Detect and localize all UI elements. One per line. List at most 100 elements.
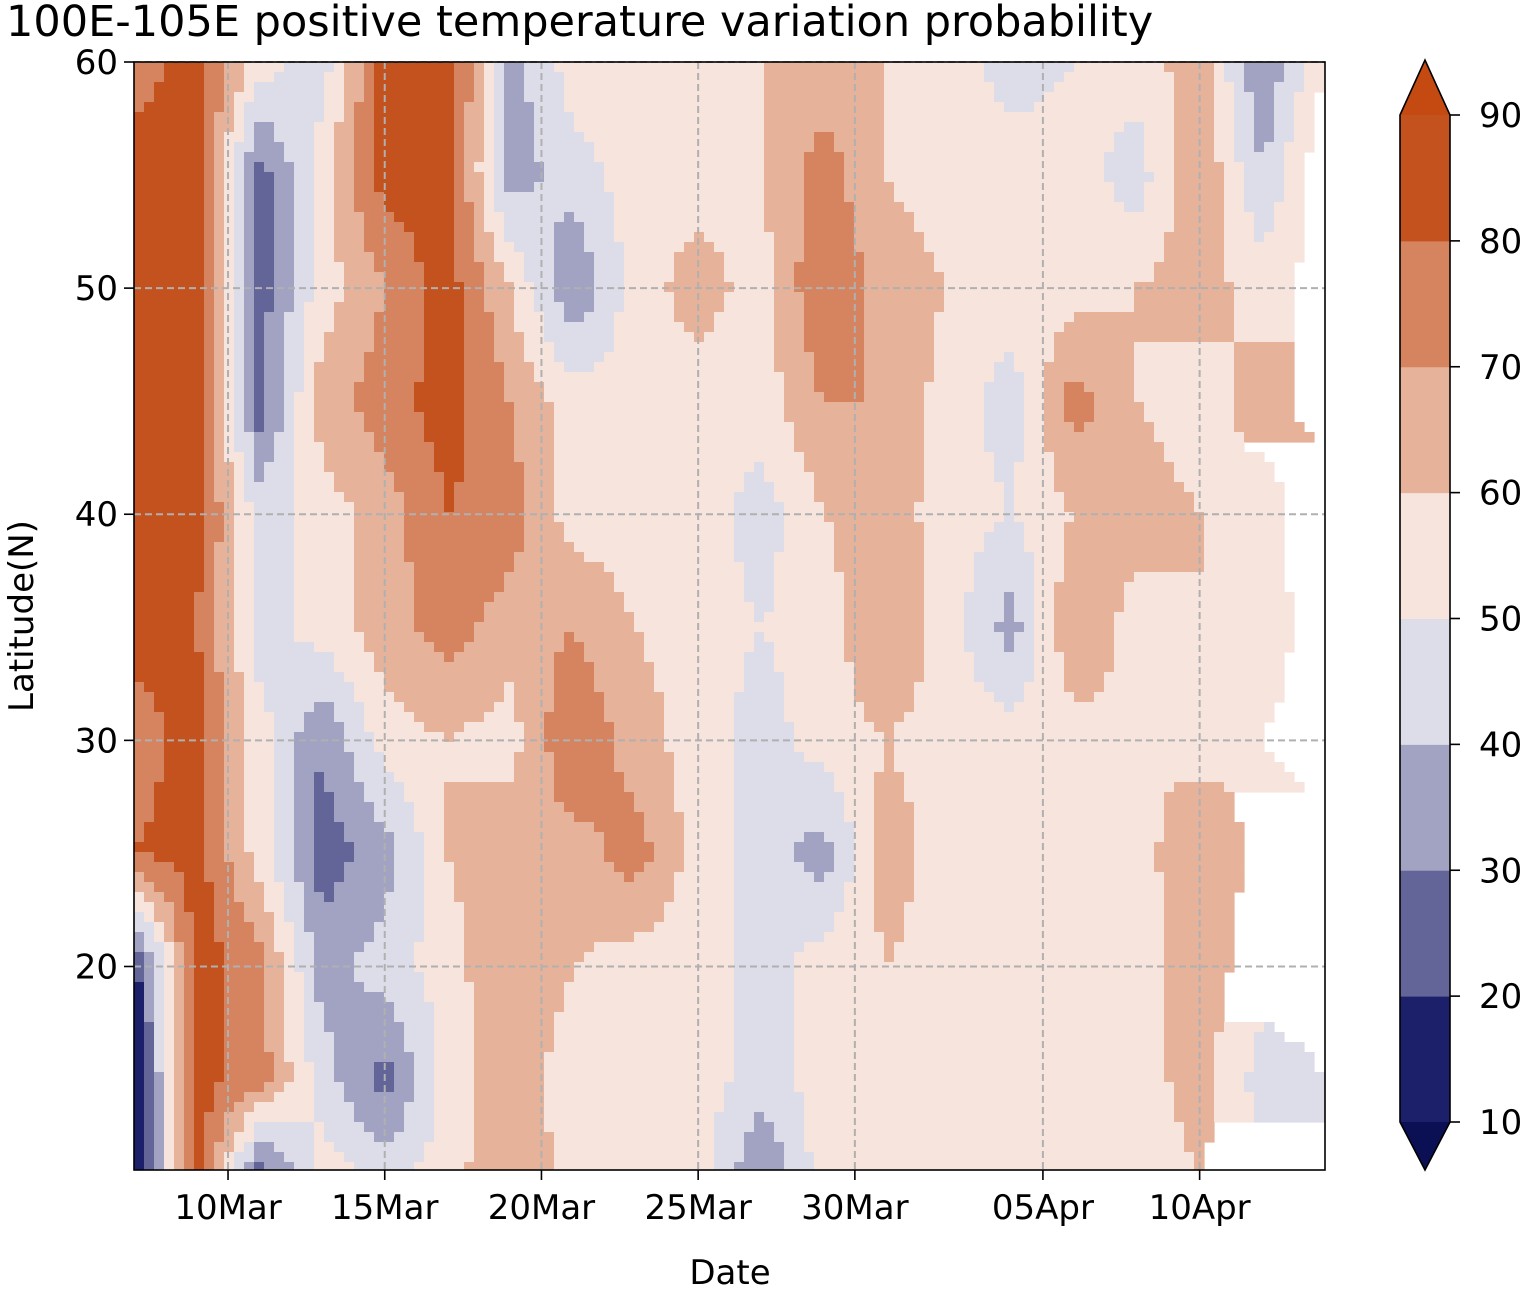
contour-cell (774, 642, 845, 653)
contour-cell (664, 902, 735, 913)
contour-cell (194, 1102, 215, 1113)
contour-cell (554, 62, 765, 73)
contour-cell (1174, 92, 1215, 103)
x-tick-label: 20Mar (488, 1188, 595, 1228)
contour-cell (234, 412, 245, 423)
contour-cell (334, 252, 375, 263)
contour-cell (134, 792, 155, 803)
x-tick-label: 15Mar (331, 1188, 438, 1228)
contour-cell (334, 662, 375, 673)
x-tick-label: 25Mar (644, 1188, 751, 1228)
contour-cell (324, 332, 375, 343)
contour-cell (794, 982, 1165, 993)
contour-cell (1054, 632, 1115, 643)
contour-cell (234, 622, 255, 633)
contour-cell (294, 1062, 315, 1073)
contour-cell (1084, 422, 1155, 433)
contour-cell (444, 812, 575, 823)
contour-cell (414, 252, 455, 263)
contour-cell (544, 392, 785, 403)
contour-cell (204, 522, 225, 533)
contour-cell (1274, 112, 1295, 123)
contour-cell (1124, 592, 1295, 603)
contour-cell (304, 1032, 335, 1043)
contour-cell (1234, 362, 1295, 373)
contour-cell (794, 722, 875, 733)
contour-cell (134, 102, 145, 113)
contour-cell (1214, 62, 1225, 73)
contour-cell (484, 212, 505, 223)
contour-cell (834, 542, 925, 553)
contour-cell (724, 1102, 805, 1113)
contour-cell (294, 442, 325, 453)
contour-cell (184, 1122, 195, 1133)
contour-cell (264, 342, 285, 353)
contour-cell (844, 642, 925, 653)
contour-cell (214, 552, 235, 563)
contour-cell (914, 842, 1155, 853)
contour-cell (1284, 182, 1305, 193)
contour-cell (894, 952, 1165, 963)
contour-cell (284, 902, 305, 913)
colorbar-tick-label: 80 (1479, 222, 1522, 262)
contour-cell (1174, 1102, 1215, 1113)
contour-cell (1244, 182, 1285, 193)
contour-cell (244, 82, 255, 93)
contour-cell (304, 892, 325, 903)
contour-cell (394, 1002, 435, 1013)
contour-cell (734, 912, 835, 923)
contour-cell (924, 632, 965, 643)
contour-cell (264, 322, 285, 333)
contour-cell (134, 662, 205, 673)
contour-cell (494, 202, 615, 213)
contour-cell (474, 212, 485, 223)
contour-cell (264, 412, 285, 423)
contour-cell (314, 782, 325, 793)
contour-cell (514, 412, 555, 423)
contour-cell (314, 422, 365, 433)
contour-cell (924, 522, 995, 533)
contour-cell (234, 182, 245, 193)
contour-cell (1294, 112, 1315, 123)
contour-cell (1064, 672, 1105, 683)
contour-cell (254, 522, 295, 533)
contour-cell (334, 142, 355, 153)
contour-cell (464, 472, 525, 483)
contour-cell (864, 302, 945, 313)
contour-cell (204, 572, 215, 583)
contour-cell (874, 842, 915, 853)
contour-cell (1064, 412, 1095, 423)
contour-cell (1184, 482, 1285, 493)
contour-cell (354, 192, 385, 203)
contour-cell (654, 842, 685, 853)
contour-cell (464, 422, 515, 433)
y-tick-label: 20 (75, 947, 118, 987)
contour-cell (804, 232, 855, 243)
contour-cell (794, 1052, 1165, 1063)
contour-cell (204, 1152, 215, 1163)
contour-cell (794, 962, 1165, 973)
contour-cell (314, 192, 335, 203)
contour-cell (454, 862, 615, 873)
contour-cell (254, 92, 325, 103)
contour-cell (1284, 172, 1305, 183)
y-tick-label: 30 (75, 721, 118, 761)
contour-cell (484, 292, 515, 303)
contour-cell (554, 652, 585, 663)
contour-cell (354, 172, 375, 183)
contour-cell (1164, 832, 1245, 843)
contour-cell (1204, 532, 1285, 543)
contour-cell (414, 812, 445, 823)
contour-cell (1144, 152, 1175, 163)
contour-cell (1164, 1052, 1215, 1063)
contour-cell (204, 292, 215, 303)
contour-cell (524, 472, 555, 483)
contour-cell (274, 772, 295, 783)
contour-cell (344, 262, 375, 273)
contour-cell (314, 1132, 325, 1143)
contour-cell (1204, 562, 1285, 573)
contour-cell (884, 122, 1125, 133)
contour-cell (134, 452, 205, 463)
contour-cell (244, 902, 265, 913)
contour-cell (194, 1002, 225, 1013)
